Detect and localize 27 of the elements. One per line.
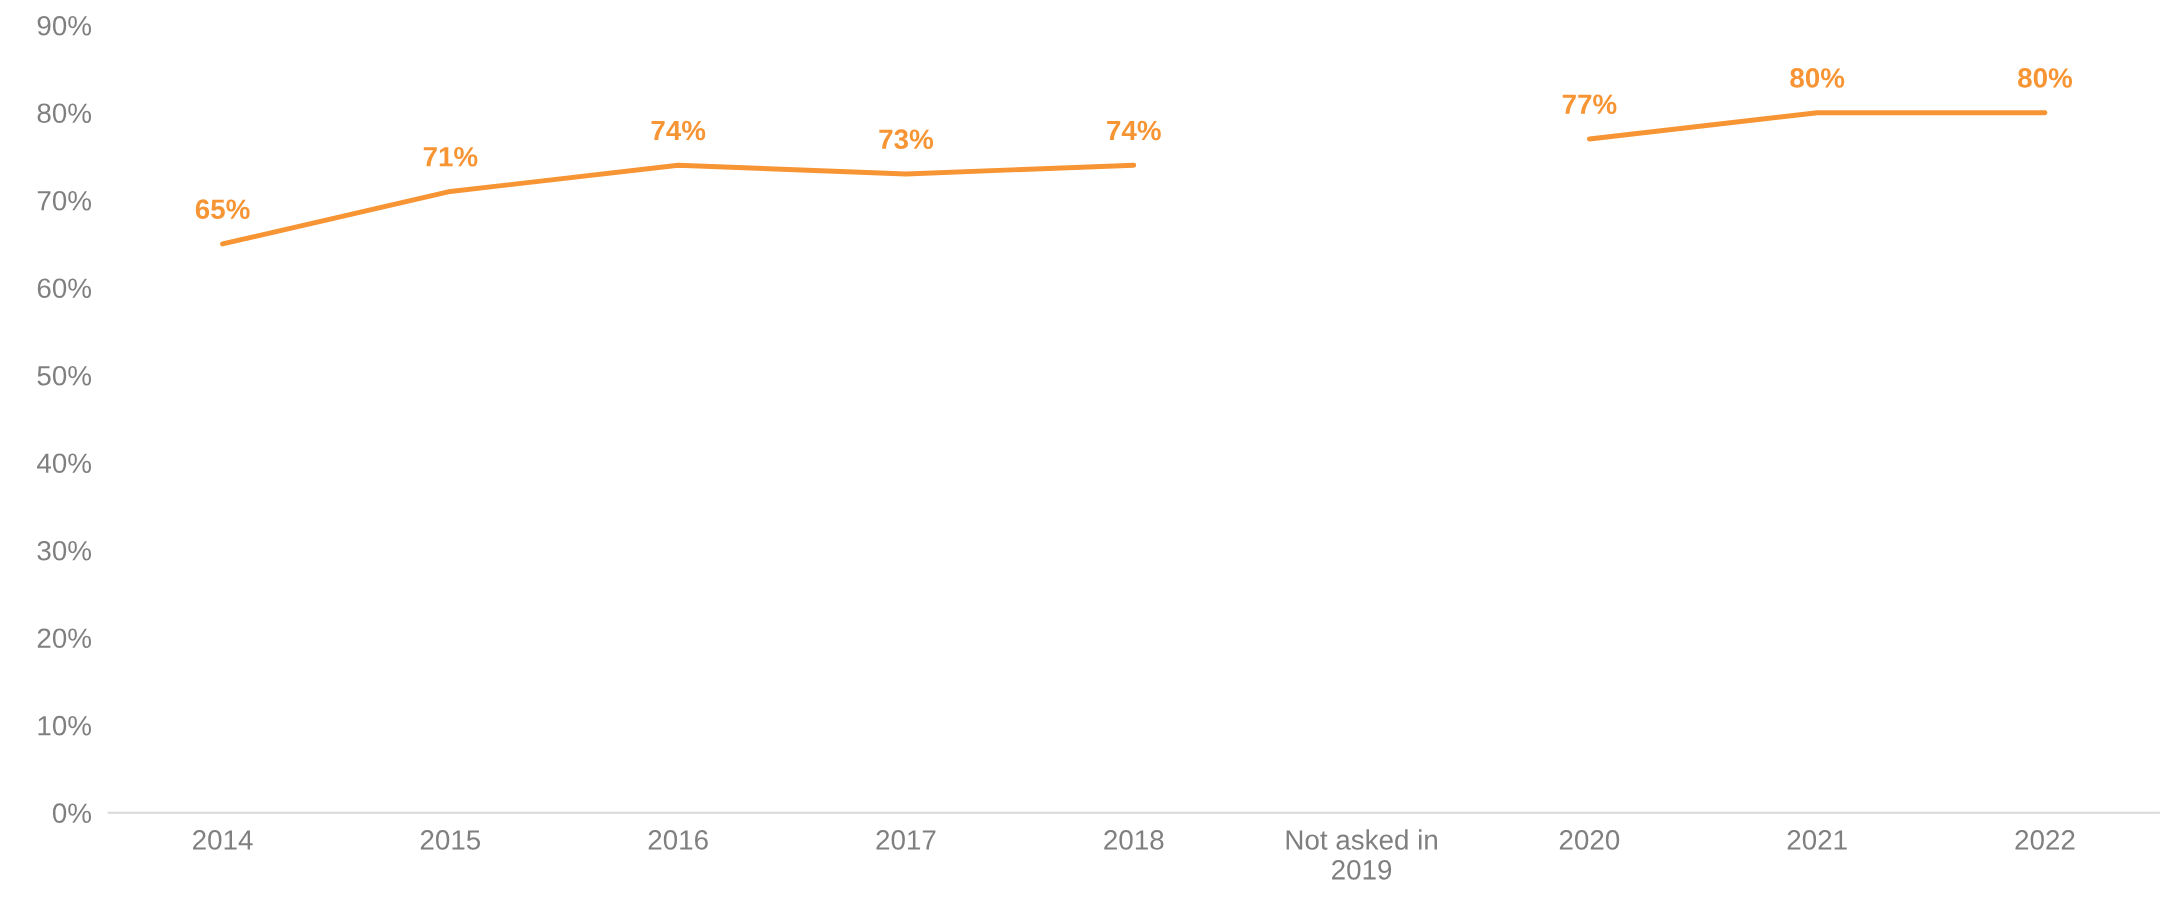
x-tick-label: 2020 (1559, 830, 1620, 850)
data-label: 80% (2018, 68, 2073, 88)
x-tick-label: 2022 (2015, 830, 2075, 850)
x-tick-label: 2018 (1104, 830, 1164, 850)
y-tick-label: 80% (37, 103, 91, 124)
x-tick-label: 2016 (648, 830, 708, 850)
y-tick-label: 20% (37, 628, 91, 649)
y-tick-label: 10% (38, 715, 91, 736)
y-tick-label: 0% (52, 803, 91, 824)
y-tick-label: 60% (37, 278, 91, 299)
y-tick-label: 30% (37, 540, 91, 561)
x-tick-label: Not asked in 2019 (1286, 829, 1437, 880)
y-tick-label: 50% (37, 365, 91, 386)
data-label: 65% (195, 199, 250, 220)
data-label: 74% (651, 120, 706, 141)
y-tick-label: 90% (37, 15, 91, 36)
data-label: 80% (1790, 68, 1845, 88)
x-tick-label: 2017 (876, 830, 936, 850)
x-tick-label: 2021 (1787, 830, 1847, 850)
x-tick-label: 2015 (420, 830, 481, 850)
data-label: 73% (879, 129, 934, 150)
y-tick-label: 40% (37, 453, 91, 474)
data-label: 77% (1562, 94, 1617, 114)
y-tick-label: 70% (37, 190, 91, 211)
data-label: 71% (423, 146, 478, 167)
data-label: 74% (1107, 120, 1161, 141)
x-tick-label: 2014 (193, 830, 253, 850)
